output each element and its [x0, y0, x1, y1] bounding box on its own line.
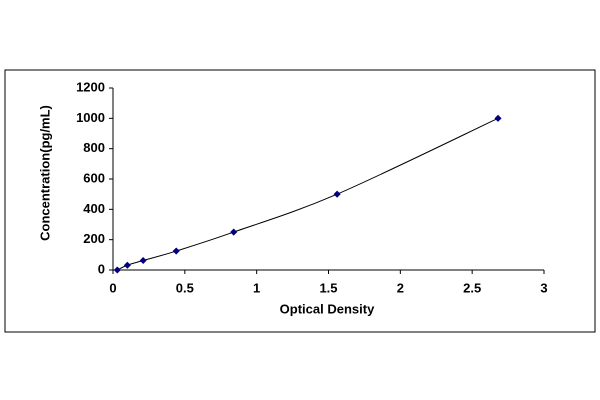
- x-tick-label: 1: [253, 280, 260, 295]
- x-tick-label: 1.5: [319, 280, 337, 295]
- data-point: [333, 190, 341, 198]
- x-tick-label: 0.5: [176, 280, 194, 295]
- y-tick-label: 600: [83, 170, 105, 185]
- data-point: [230, 228, 238, 236]
- y-tick-label: 200: [83, 231, 105, 246]
- x-tick-label: 0: [109, 280, 116, 295]
- x-tick-label: 2: [397, 280, 404, 295]
- x-tick-label: 2.5: [463, 280, 481, 295]
- y-axis-label: Concentration(pg/mL): [37, 105, 52, 241]
- x-tick-label: 3: [540, 280, 547, 295]
- data-point: [172, 247, 180, 255]
- y-tick-label: 1200: [76, 79, 105, 94]
- y-tick-label: 0: [98, 261, 105, 276]
- y-tick-label: 800: [83, 140, 105, 155]
- x-axis-label: Optical Density: [280, 301, 375, 316]
- data-point: [139, 256, 147, 265]
- y-tick-label: 1000: [76, 110, 105, 125]
- data-point: [494, 114, 502, 122]
- data-point: [123, 261, 131, 269]
- chart-frame: [4, 69, 596, 333]
- data-point: [113, 266, 121, 274]
- y-tick-label: 400: [83, 201, 105, 216]
